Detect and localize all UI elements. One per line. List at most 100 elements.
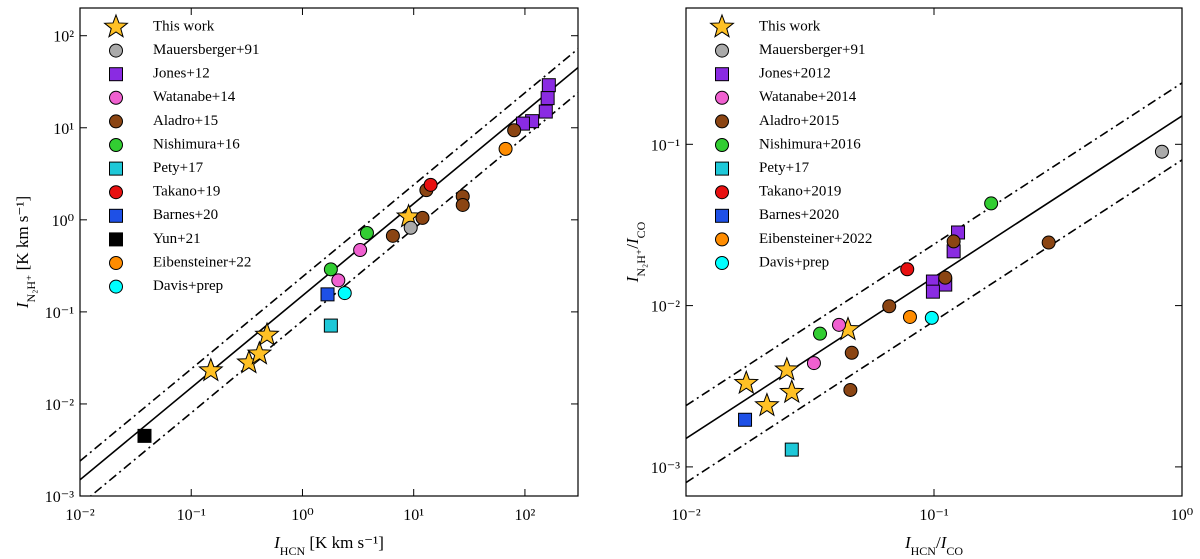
data-point <box>733 369 760 395</box>
data-point <box>359 225 374 240</box>
x-tick-label: 10¹ <box>403 507 424 524</box>
legend-marker <box>109 232 123 247</box>
x-tick-label: 10⁰ <box>291 507 313 524</box>
data-point <box>832 317 847 332</box>
legend-marker <box>715 256 729 270</box>
ratio-line <box>686 82 1182 407</box>
label-part: / <box>936 533 941 552</box>
axis-label: IHCN [K km s⁻¹] <box>273 533 384 558</box>
data-point <box>1154 144 1169 159</box>
label-part: [K km s⁻¹] <box>13 196 32 275</box>
legend-label: Aladro+15 <box>153 113 218 129</box>
legend-marker <box>109 67 123 82</box>
legend-marker <box>715 67 729 82</box>
legend-marker <box>715 161 729 176</box>
data-point <box>902 309 917 324</box>
legend-marker <box>109 208 123 223</box>
data-point <box>415 210 430 225</box>
data-point <box>774 356 800 381</box>
data-point <box>946 234 961 249</box>
legend-marker <box>715 185 729 200</box>
legend-label: Takano+2019 <box>759 184 841 200</box>
legend-label: Davis+prep <box>759 254 829 270</box>
label-part: [K km s⁻¹] <box>305 533 384 552</box>
legend-marker <box>715 90 729 105</box>
legend-label: Watanabe+14 <box>153 89 236 105</box>
data-point <box>323 262 338 277</box>
data-point <box>938 270 953 285</box>
legend-label: Mauersberger+91 <box>153 42 259 58</box>
ratio-line <box>80 48 578 462</box>
legend-marker <box>109 43 123 58</box>
x-tick-label: 10⁻¹ <box>177 507 206 524</box>
legend-marker <box>715 43 729 58</box>
legend-label: Nishimura+16 <box>153 136 240 152</box>
legend-label: This work <box>153 18 215 34</box>
label-subscript: HCN <box>911 544 937 558</box>
legend-label: Jones+2012 <box>759 66 831 82</box>
y-tick-label: 10⁻³ <box>45 489 74 506</box>
label-part: / <box>623 244 642 249</box>
data-point <box>353 243 368 258</box>
y-tick-label: 10⁰ <box>52 213 74 230</box>
y-tick-label: 10⁻² <box>651 299 680 316</box>
legend-marker <box>715 232 729 247</box>
x-tick-label: 10⁻¹ <box>919 507 948 524</box>
data-point <box>844 345 859 360</box>
data-point <box>900 262 915 277</box>
legend-marker <box>715 138 729 152</box>
data-point <box>254 321 280 346</box>
y-tick-label: 10¹ <box>53 121 74 138</box>
y-tick-label: 10² <box>53 29 74 46</box>
data-point <box>137 428 152 443</box>
plot-area <box>80 48 578 496</box>
data-point <box>455 197 470 212</box>
data-point <box>925 284 940 299</box>
label-subscript: CO <box>634 221 648 238</box>
axes-frame <box>79 7 579 497</box>
data-point <box>385 228 400 243</box>
data-point <box>538 104 553 119</box>
legend-label: Yun+21 <box>153 231 201 247</box>
y-tick-label: 10⁻¹ <box>651 137 680 154</box>
data-point <box>778 378 805 404</box>
y-tick-label: 10⁻¹ <box>45 305 74 322</box>
data-point <box>984 196 999 211</box>
label-part: I <box>13 301 32 309</box>
axis-label: IN₂H⁺/ICO <box>623 221 648 283</box>
legend-label: Barnes+20 <box>153 207 218 223</box>
legend-label: Davis+prep <box>153 278 223 294</box>
data-point <box>738 412 753 427</box>
legend-label: Nishimura+2016 <box>759 136 861 152</box>
label-subscript: N₂H⁺ <box>24 275 38 303</box>
data-point <box>403 220 418 235</box>
legend-marker <box>109 114 123 129</box>
legend-label: Pety+17 <box>759 160 810 176</box>
y-tick-label: 10⁻² <box>45 397 74 414</box>
axis-label: IN₂H⁺ [K km s⁻¹] <box>13 196 38 309</box>
label-subscript: CO <box>946 544 963 558</box>
data-point <box>331 273 346 288</box>
label-part: I <box>904 533 912 552</box>
label-subscript: N₂H⁺ <box>634 249 648 277</box>
legend-marker <box>109 161 123 176</box>
label-part: I <box>273 533 281 552</box>
legend-label: Eibensteiner+2022 <box>759 231 872 247</box>
data-point <box>754 392 780 417</box>
data-point <box>924 310 939 325</box>
data-point <box>423 177 438 192</box>
x-tick-label: 10⁻² <box>671 507 700 524</box>
legend-label: Aladro+2015 <box>759 113 839 129</box>
data-point <box>323 318 338 333</box>
data-point <box>541 78 556 93</box>
legend-marker <box>709 13 735 38</box>
data-point <box>843 382 858 397</box>
y-tick-label: 10⁻³ <box>651 460 680 477</box>
legend-marker <box>109 138 123 152</box>
legend-label: Pety+17 <box>153 160 204 176</box>
legend-label: Takano+19 <box>153 184 220 200</box>
x-tick-label: 10² <box>515 507 536 524</box>
legend-marker <box>715 114 729 129</box>
data-point <box>1041 235 1056 250</box>
